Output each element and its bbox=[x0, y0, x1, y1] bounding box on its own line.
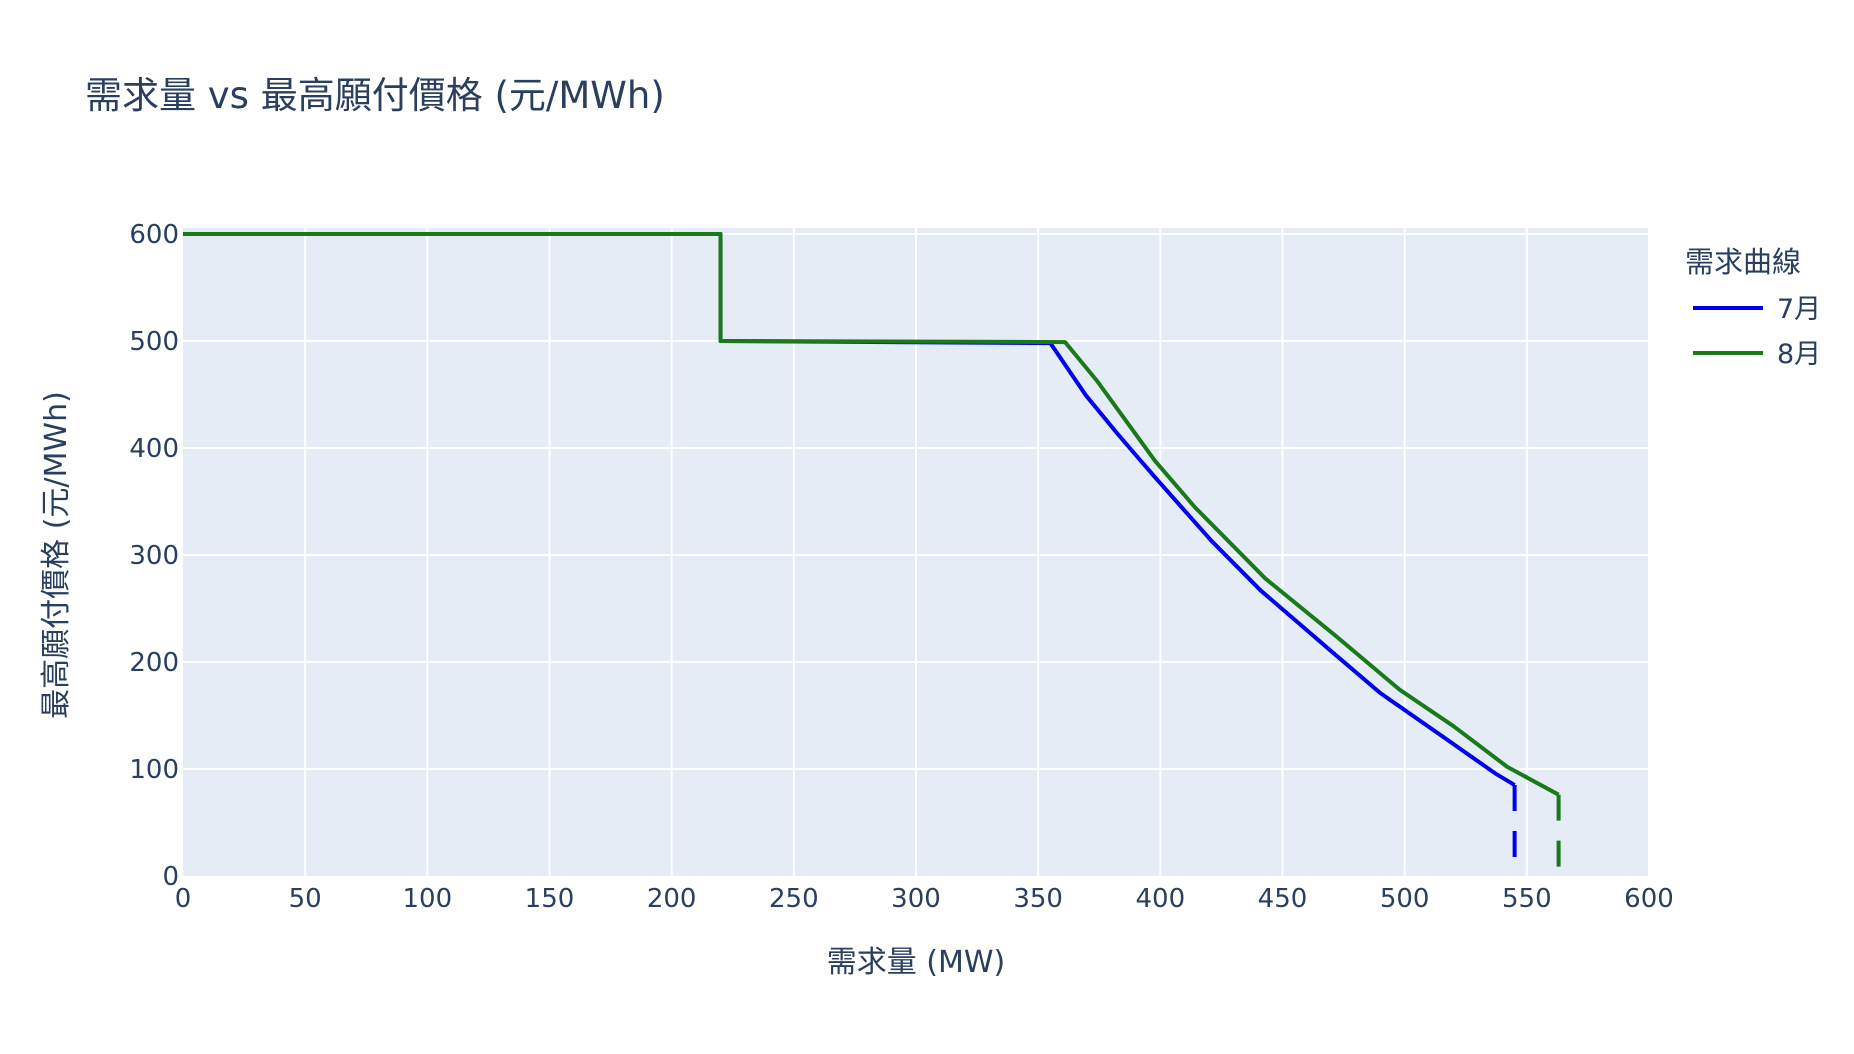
series-line-2 bbox=[183, 232, 1560, 797]
y-tick-label: 500 bbox=[129, 327, 179, 357]
x-tick-label: 50 bbox=[289, 884, 322, 914]
x-tick-label: 400 bbox=[1136, 884, 1186, 914]
legend-item-label: 8月 bbox=[1777, 339, 1821, 370]
x-tick-label: 0 bbox=[175, 884, 192, 914]
x-tick-label: 350 bbox=[1013, 884, 1063, 914]
x-axis-title: 需求量 (MW) bbox=[827, 945, 1006, 980]
ticks: 0 50 100 150 200 250 300 350 400 450 500 550 600 0 100… bbox=[129, 220, 1673, 914]
grid bbox=[183, 228, 1650, 876]
y-axis-title: 最高願付價格 (元/MWh) bbox=[39, 391, 74, 719]
x-tick-label: 500 bbox=[1380, 884, 1430, 914]
legend-title: 需求曲線 bbox=[1685, 245, 1801, 279]
x-tick-label: 150 bbox=[525, 884, 575, 914]
x-tick-label: 600 bbox=[1624, 884, 1674, 914]
x-tick-label: 450 bbox=[1258, 884, 1308, 914]
x-tick-label: 200 bbox=[647, 884, 697, 914]
x-tick-label: 550 bbox=[1502, 884, 1552, 914]
x-tick-label: 100 bbox=[403, 884, 453, 914]
y-tick-label: 300 bbox=[129, 541, 179, 571]
x-tick-label: 250 bbox=[769, 884, 819, 914]
chart-title: 需求量 vs 最高願付價格 (元/MWh) bbox=[85, 74, 665, 117]
y-tick-label: 0 bbox=[162, 862, 179, 892]
legend-item-label: 7月 bbox=[1777, 294, 1821, 325]
legend: 需求曲線 7月 8月 bbox=[1685, 245, 1821, 370]
y-tick-label: 200 bbox=[129, 648, 179, 678]
y-tick-label: 100 bbox=[129, 755, 179, 785]
x-tick-label: 300 bbox=[891, 884, 941, 914]
series-lines bbox=[183, 232, 1561, 876]
y-tick-label: 400 bbox=[129, 434, 179, 464]
y-tick-label: 600 bbox=[129, 220, 179, 250]
